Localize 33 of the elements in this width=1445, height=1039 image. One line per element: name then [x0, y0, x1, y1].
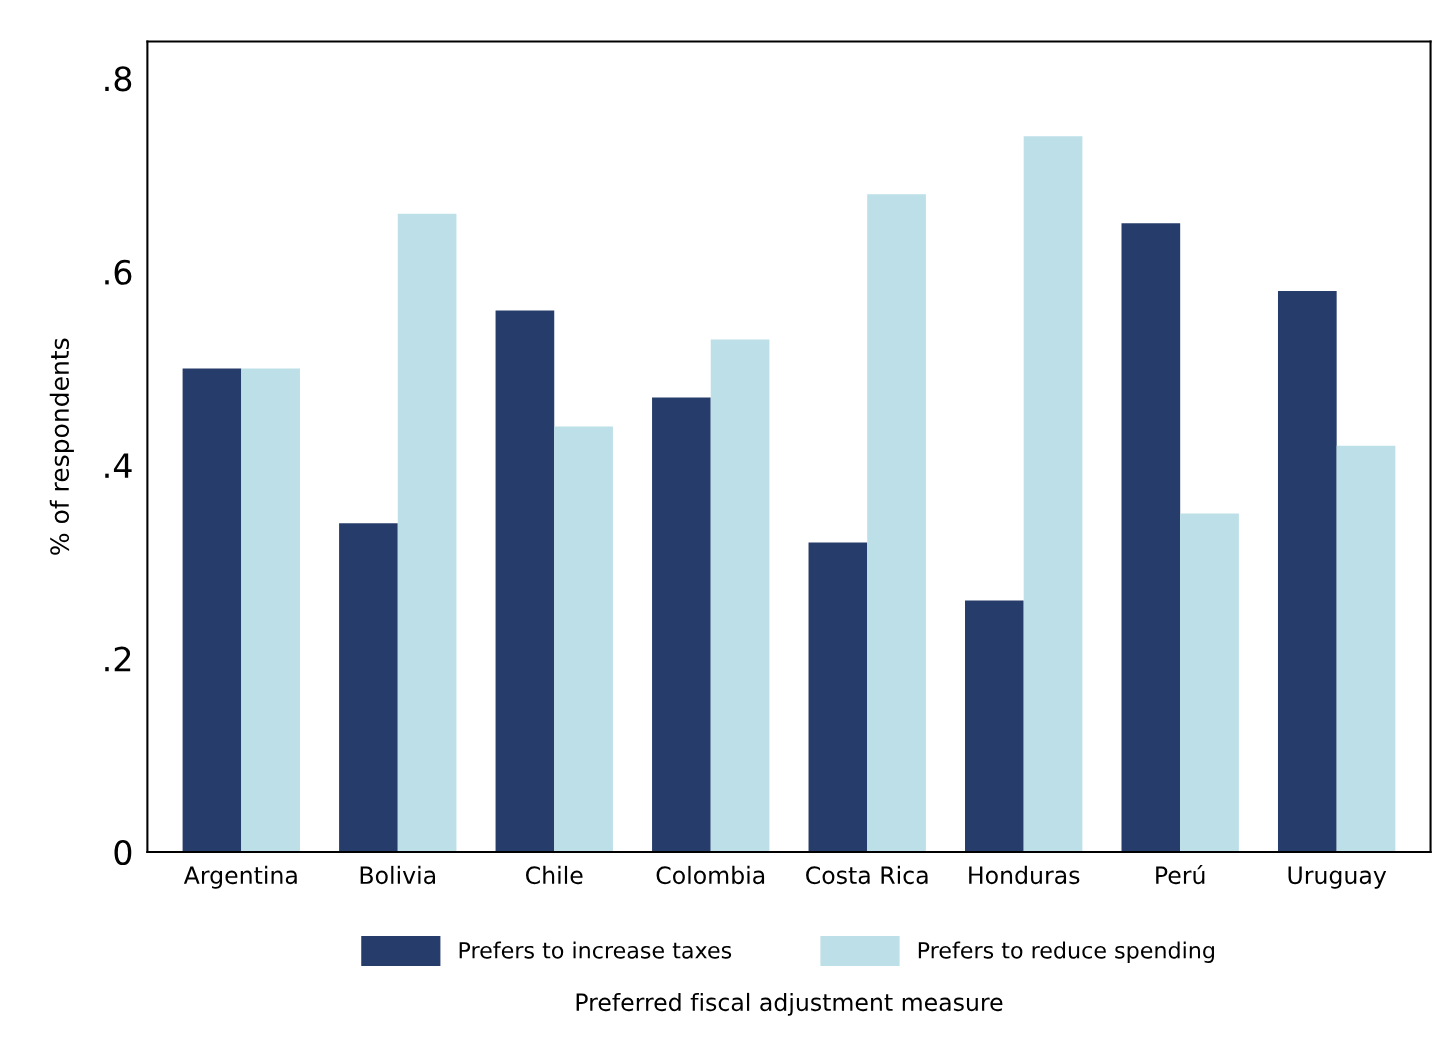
- x-tick-label: Honduras: [969, 865, 1080, 885]
- bar: [1336, 445, 1396, 852]
- y-tick-label: 0: [114, 839, 132, 866]
- x-tick-label: Chile: [526, 865, 583, 885]
- y-tick-label: .8: [105, 66, 132, 92]
- bar: [495, 310, 555, 852]
- y-tick-label: .4: [105, 453, 132, 478]
- x-axis-title: Preferred fiscal adjustment measure: [576, 992, 1003, 1016]
- bar: [241, 368, 300, 852]
- x-tick-label: Bolivia: [360, 865, 435, 885]
- y-tick-label: .2: [105, 646, 131, 672]
- y-axis-title: % of respondents: [49, 338, 74, 555]
- bar: [1277, 291, 1337, 852]
- bar: [652, 397, 711, 852]
- legend-label: Prefers to reduce spending: [918, 941, 1214, 963]
- bar: [554, 426, 613, 852]
- bar: [965, 600, 1024, 852]
- bar: [397, 213, 457, 852]
- bar: [339, 523, 398, 852]
- x-tick-label: Argentina: [183, 865, 297, 889]
- x-tick-label: Colombia: [656, 865, 765, 885]
- bar: [867, 194, 926, 852]
- y-tick-label: .6: [105, 259, 132, 285]
- bar: [710, 339, 770, 852]
- legend-label: Prefers to increase taxes: [459, 941, 732, 959]
- x-tick-label: Costa Rica: [806, 865, 928, 885]
- bar: [1121, 223, 1181, 852]
- bar: [1180, 513, 1239, 852]
- bar: [1023, 136, 1083, 852]
- x-tick-label: Uruguay: [1288, 866, 1387, 889]
- x-tick-label: Perú: [1156, 864, 1205, 885]
- bar: [808, 542, 868, 852]
- bar: [182, 368, 242, 852]
